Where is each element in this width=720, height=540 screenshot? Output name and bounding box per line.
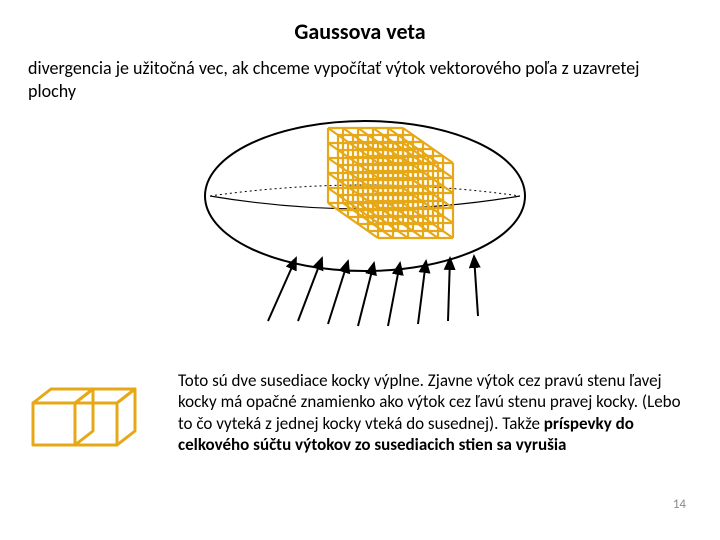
page-number: 14 — [673, 497, 686, 512]
main-figure — [0, 108, 720, 328]
intro-text: divergencia je užitočná vec, ak chceme v… — [0, 57, 720, 102]
page-title: Gaussova veta — [0, 0, 720, 57]
two-cubes-icon — [28, 378, 168, 458]
ellipsoid-diagram — [198, 116, 538, 331]
caption-text: Toto sú dve susediace kocky výplne. Zjav… — [178, 370, 688, 455]
